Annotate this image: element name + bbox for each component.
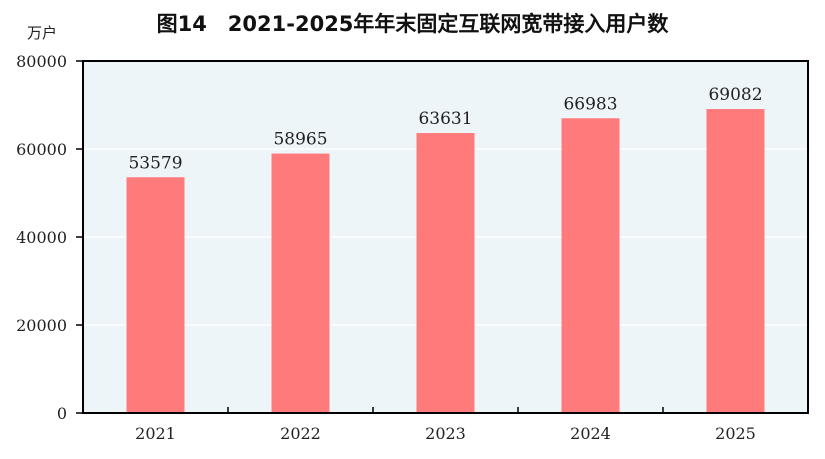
chart-title: 图14 2021-2025年年末固定互联网宽带接入用户数 — [156, 12, 669, 36]
bar-2025 — [706, 109, 765, 414]
data-label-2022: 58965 — [273, 130, 327, 150]
x-tick-label-2024: 2024 — [570, 424, 611, 443]
bar-2021 — [126, 177, 185, 413]
data-label-2023: 63631 — [418, 109, 472, 129]
x-tick-label-2025: 2025 — [715, 424, 756, 443]
data-label-2024: 66983 — [563, 94, 617, 114]
y-axis-unit-label: 万户 — [27, 24, 58, 42]
data-label-2021: 53579 — [128, 153, 182, 173]
bar-2022 — [271, 153, 330, 413]
y-tick-label-80000: 80000 — [16, 52, 67, 71]
x-tick-label-2021: 2021 — [135, 424, 176, 443]
x-tick-label-2023: 2023 — [425, 424, 466, 443]
y-tick-label-40000: 40000 — [16, 228, 67, 247]
bar-2024 — [561, 118, 620, 413]
x-tick-label-2022: 2022 — [280, 424, 321, 443]
y-tick-label-20000: 20000 — [16, 316, 67, 335]
y-tick-label-0: 0 — [57, 404, 67, 423]
data-label-2025: 69082 — [708, 85, 762, 105]
bar-2023 — [416, 133, 475, 413]
y-tick-label-60000: 60000 — [16, 140, 67, 159]
